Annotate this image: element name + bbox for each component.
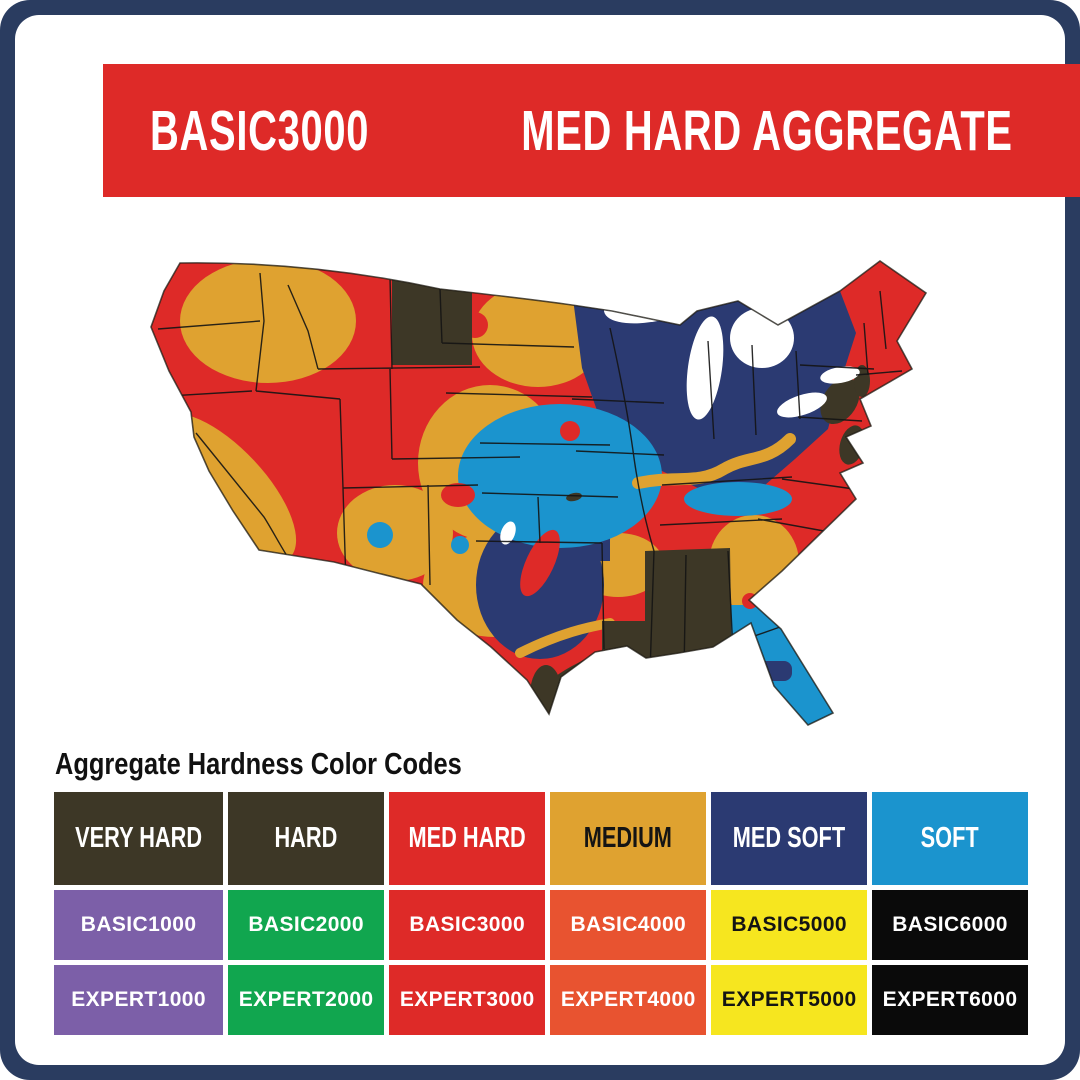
region-texas-med-hard-stripe	[520, 529, 560, 597]
us-outline	[150, 260, 928, 726]
legend-expert5000: EXPERT5000	[711, 965, 868, 1035]
legend-expert2000: EXPERT2000	[228, 965, 385, 1035]
legend-basic1000: BASIC1000	[54, 890, 224, 960]
region-dakotas-medium	[472, 283, 604, 387]
region-plains-soft	[458, 404, 662, 548]
state-borders	[151, 272, 903, 674]
region-southtexas-hard	[530, 665, 562, 725]
legend-expert6000: EXPERT6000	[872, 965, 1028, 1035]
legend-basic5000: BASIC5000	[711, 890, 868, 960]
legend-header-soft: SOFT	[872, 792, 1028, 885]
legend-basic3000: BASIC3000	[389, 890, 546, 960]
lake-erie	[777, 392, 827, 418]
region-southgeorgia-med-soft	[716, 661, 792, 681]
region-norcal-hard-spot	[153, 450, 163, 460]
legend-basic6000: BASIC6000	[872, 890, 1028, 960]
region-kansas-med-hard-spot	[441, 483, 475, 507]
legend-header-very-hard: VERY HARD	[54, 792, 224, 885]
header-banner: BASIC3000 MED HARD AGGREGATE	[103, 64, 1080, 197]
legend-table: VERY HARD HARD MED HARD MEDIUM MED SOFT …	[54, 792, 1028, 1035]
header-hardness-label: MED HARD AGGREGATE	[521, 98, 1013, 163]
header-product-label: BASIC3000	[149, 98, 370, 163]
region-newmexico-soft-spot	[367, 522, 393, 548]
legend-header-label: SOFT	[921, 822, 980, 854]
region-pnw-medium	[180, 261, 356, 383]
region-newmexico-medium	[337, 485, 453, 581]
us-map-svg	[150, 260, 928, 726]
us-hardness-map	[140, 233, 940, 740]
region-appalachia-medium-strip	[632, 433, 796, 489]
region-norcal-hard-spot2	[151, 468, 159, 478]
legend-header-label: MED SOFT	[732, 822, 846, 854]
legend-basic2000: BASIC2000	[228, 890, 385, 960]
legend-header-label: MEDIUM	[584, 822, 673, 854]
legend-expert4000: EXPERT4000	[550, 965, 707, 1035]
legend-header-label: MED HARD	[408, 822, 526, 854]
legend-basic4000: BASIC4000	[550, 890, 707, 960]
region-nebraska-soft-spot	[451, 536, 469, 554]
region-arizona-hard-spot	[288, 556, 302, 570]
map-regions	[151, 261, 926, 725]
legend-expert3000: EXPERT3000	[389, 965, 546, 1035]
legend-header-med-hard: MED HARD	[389, 792, 546, 885]
great-salt-lake	[500, 521, 516, 545]
lake-ontario	[820, 366, 860, 384]
header-hardness-block: MED HARD AGGREGATE	[416, 64, 1080, 197]
region-socal-med-hard-stripe	[189, 542, 231, 584]
region-montana-hard	[392, 277, 472, 365]
legend-header-label: HARD	[274, 822, 338, 854]
region-kansas-hard-spot	[566, 492, 582, 502]
legend-expert1000: EXPERT1000	[54, 965, 224, 1035]
region-iowa-med-hard-spot	[560, 421, 580, 441]
region-newengland-hard	[820, 377, 860, 425]
legend-header-hard: HARD	[228, 792, 385, 885]
lake-huron	[730, 308, 794, 368]
header-product-block: BASIC3000	[103, 64, 417, 197]
region-westtexas-hard-spot	[386, 617, 398, 629]
legend-title: Aggregate Hardness Color Codes	[55, 746, 462, 781]
legend-header-med-soft: MED SOFT	[711, 792, 868, 885]
region-mississippi-hard	[602, 548, 732, 679]
legend-header-label: VERY HARD	[75, 822, 203, 854]
region-tennessee-soft	[684, 482, 792, 516]
lake-michigan	[686, 316, 724, 420]
legend-header-medium: MEDIUM	[550, 792, 707, 885]
